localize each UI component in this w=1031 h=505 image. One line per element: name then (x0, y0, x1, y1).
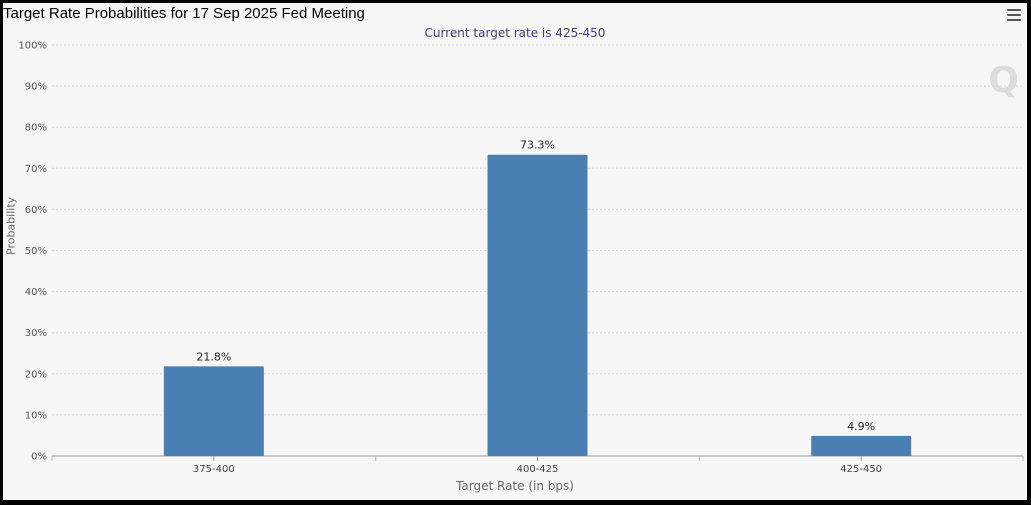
y-tick-label: 70% (25, 164, 47, 175)
chart-title: Target Rate Probabilities for 17 Sep 202… (3, 5, 365, 22)
data-label: 4.9% (847, 420, 875, 433)
bar (487, 154, 588, 456)
hamburger-menu-icon[interactable] (1007, 9, 1021, 21)
data-label: 21.8% (196, 350, 231, 363)
y-tick-label: 90% (25, 82, 47, 93)
y-tick-label: 10% (25, 410, 47, 421)
x-tick-label: 425-450 (840, 464, 882, 475)
x-tick-label: 400-425 (517, 464, 559, 475)
x-tick-label: 375-400 (193, 464, 235, 475)
data-label: 73.3% (520, 139, 555, 152)
bar (163, 366, 264, 456)
y-tick-label: 60% (25, 205, 47, 216)
x-axis-label: Target Rate (in bps) (456, 479, 574, 493)
y-tick-label: 80% (25, 123, 47, 134)
y-tick-label: 100% (18, 41, 47, 52)
y-tick-label: 30% (25, 328, 47, 339)
y-tick-label: 20% (25, 369, 47, 380)
y-tick-label: 40% (25, 287, 47, 298)
y-tick-label: 0% (31, 452, 47, 463)
bar (811, 435, 912, 456)
chart-subtitle: Current target rate is 425-450 (424, 26, 606, 40)
bar-chart: 0% 10% 20% 30% 40% 50% 60% 70% 80% 90% 100% 21.8% 37… (18, 41, 1024, 475)
y-tick-label: 50% (25, 246, 47, 257)
watermark-logo: Q (988, 60, 1019, 101)
chart-frame: Target Rate Probabilities for 17 Sep 202… (3, 3, 1027, 500)
